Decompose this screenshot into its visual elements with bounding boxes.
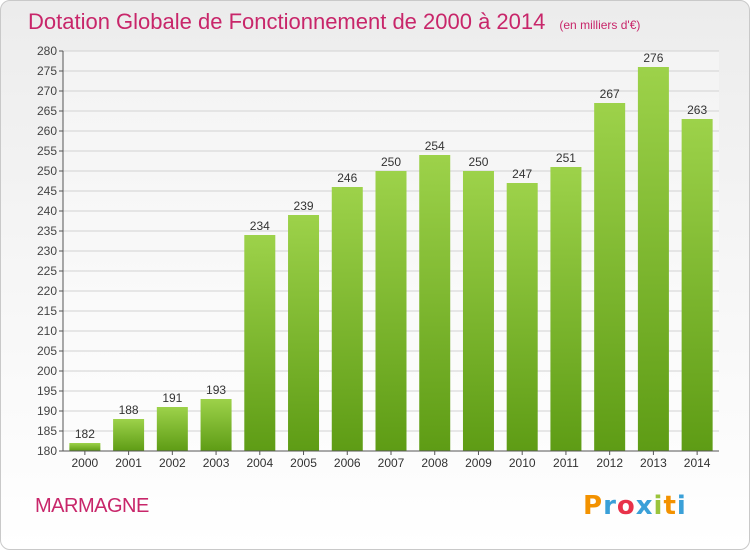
bar <box>69 443 101 451</box>
bar <box>550 167 582 451</box>
y-tick-label: 255 <box>37 144 57 158</box>
bar <box>288 215 320 451</box>
y-tick-label: 185 <box>37 424 57 438</box>
x-tick-label: 2007 <box>378 456 405 470</box>
bar <box>244 235 276 451</box>
data-label: 254 <box>425 139 445 153</box>
data-label: 239 <box>294 199 314 213</box>
y-tick-label: 210 <box>37 324 57 338</box>
x-tick-label: 2005 <box>290 456 317 470</box>
bar <box>594 103 626 451</box>
x-tick-label: 2009 <box>465 456 492 470</box>
y-tick-label: 265 <box>37 104 57 118</box>
data-label: 263 <box>687 103 707 117</box>
data-label: 250 <box>381 155 401 169</box>
town-name: MARMAGNE <box>35 495 149 517</box>
x-tick-label: 2008 <box>421 456 448 470</box>
bar <box>375 171 407 451</box>
y-tick-label: 195 <box>37 384 57 398</box>
y-tick-label: 180 <box>37 444 57 458</box>
y-tick-label: 205 <box>37 344 57 358</box>
x-tick-label: 2010 <box>509 456 536 470</box>
y-tick-label: 240 <box>37 204 57 218</box>
bar <box>200 399 232 451</box>
y-tick-label: 245 <box>37 184 57 198</box>
bar <box>156 407 188 451</box>
x-tick-label: 2001 <box>115 456 142 470</box>
data-label: 276 <box>643 51 663 65</box>
bar <box>419 155 451 451</box>
x-tick-label: 2000 <box>72 456 99 470</box>
x-tick-label: 2011 <box>553 456 579 470</box>
y-tick-label: 230 <box>37 244 57 258</box>
data-label: 191 <box>162 391 182 405</box>
data-label: 251 <box>556 151 576 165</box>
data-label: 182 <box>75 427 95 441</box>
bar <box>681 119 713 451</box>
y-tick-label: 220 <box>37 284 57 298</box>
x-tick-label: 2012 <box>596 456 623 470</box>
data-label: 246 <box>337 171 357 185</box>
data-label: 250 <box>468 155 488 169</box>
y-tick-label: 225 <box>37 264 57 278</box>
bar <box>637 67 669 451</box>
data-label: 188 <box>119 403 139 417</box>
y-tick-label: 270 <box>37 84 57 98</box>
y-tick-label: 235 <box>37 224 57 238</box>
y-tick-label: 260 <box>37 124 57 138</box>
y-tick-label: 275 <box>37 64 57 78</box>
chart-title: Dotation Globale de Fonctionnement de 20… <box>28 9 546 34</box>
x-tick-label: 2013 <box>640 456 667 470</box>
x-tick-label: 2014 <box>684 456 711 470</box>
y-tick-label: 250 <box>37 164 57 178</box>
bar <box>462 171 494 451</box>
data-label: 247 <box>512 167 532 181</box>
y-tick-label: 215 <box>37 304 57 318</box>
bar <box>506 183 538 451</box>
data-label: 234 <box>250 219 270 233</box>
chart-subtitle: (en milliers d'€) <box>559 18 641 32</box>
x-tick-label: 2004 <box>246 456 273 470</box>
data-label: 267 <box>600 87 620 101</box>
chart-title-block: Dotation Globale de Fonctionnement de 20… <box>28 9 640 35</box>
y-tick-label: 190 <box>37 404 57 418</box>
bar <box>113 419 145 451</box>
x-tick-label: 2003 <box>203 456 230 470</box>
bar <box>331 187 363 451</box>
data-label: 193 <box>206 383 226 397</box>
x-tick-label: 2006 <box>334 456 361 470</box>
y-tick-label: 200 <box>37 364 57 378</box>
proxiti-logo: Proxiti <box>583 491 687 521</box>
y-tick-label: 280 <box>37 44 57 58</box>
x-tick-label: 2002 <box>159 456 186 470</box>
